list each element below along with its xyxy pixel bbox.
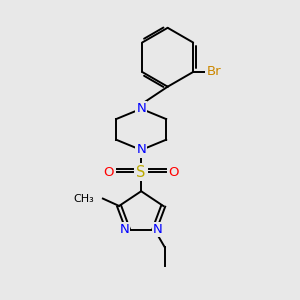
Text: S: S [136, 165, 146, 180]
Text: N: N [136, 143, 146, 157]
Text: CH₃: CH₃ [73, 194, 94, 204]
Text: N: N [119, 223, 129, 236]
Text: N: N [136, 102, 146, 115]
Text: O: O [168, 166, 179, 178]
Text: O: O [103, 166, 114, 178]
Text: Br: Br [206, 65, 221, 79]
Text: N: N [153, 223, 163, 236]
